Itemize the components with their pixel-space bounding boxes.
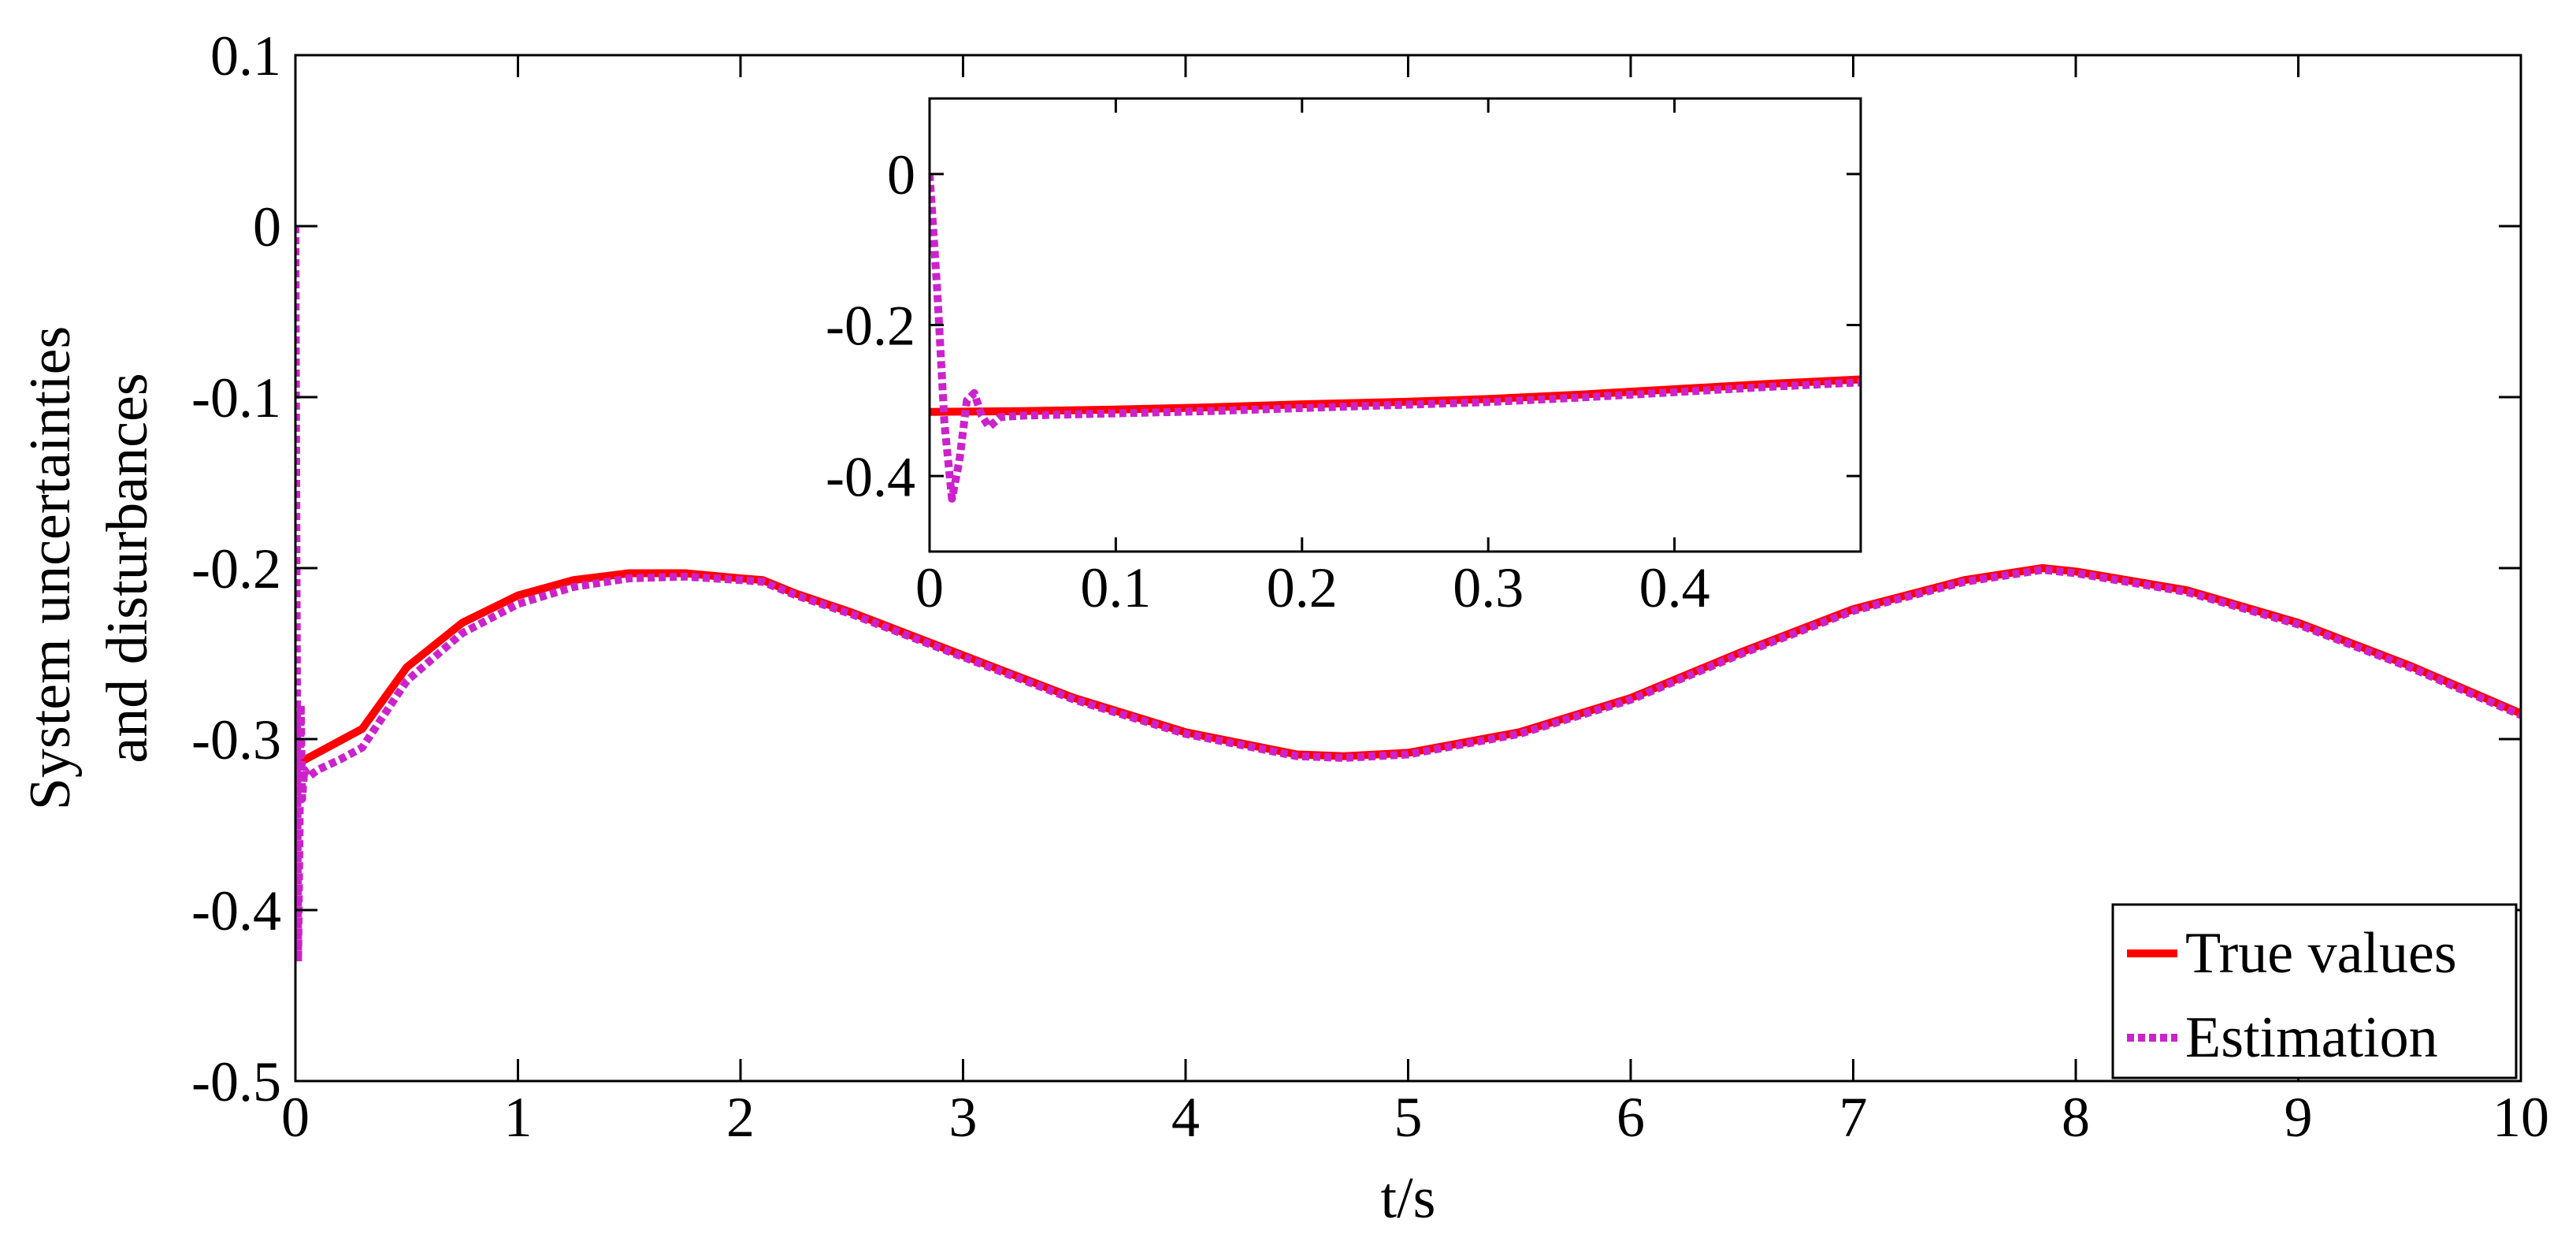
main-y-tick-label: -0.2: [191, 537, 281, 600]
main-x-tick-label: 6: [1616, 1086, 1645, 1149]
main-y-tick-label: -0.3: [191, 708, 281, 771]
inset-y-tick-label: -0.4: [826, 445, 915, 508]
inset-series-estimation-line: [930, 173, 1861, 503]
legend-box: [2111, 903, 2518, 1079]
main-x-tick-label: 8: [2062, 1086, 2090, 1149]
legend: True values Estimation: [2111, 903, 2518, 1079]
main-y-tick-label: -0.5: [191, 1050, 281, 1113]
main-y-tick-label: 0: [253, 195, 281, 258]
main-x-tick-label: 3: [949, 1086, 978, 1149]
main-x-tick-label: 10: [2492, 1086, 2549, 1149]
y-axis-title-line: and disturbances: [95, 373, 160, 763]
main-x-tick-label: 9: [2285, 1086, 2313, 1149]
x-axis-title: t/s: [1381, 1166, 1436, 1231]
inset-x-tick-label: 0.2: [1267, 556, 1338, 619]
main-y-tick-label: -0.1: [191, 366, 281, 429]
main-y-tick-label: 0.1: [210, 24, 281, 87]
inset-y-tick-label: -0.2: [826, 295, 915, 358]
main-x-tick-label: 0: [281, 1086, 310, 1149]
legend-label-estimation: Estimation: [2185, 1005, 2438, 1070]
inset-x-tick-label: 0.3: [1453, 556, 1524, 619]
inset-plot: 0 0.1 0.2 0.3 0.4 -0.4 -0.2 0: [826, 97, 1862, 619]
legend-label-true-values: True values: [2185, 921, 2457, 986]
main-x-tick-label: 2: [726, 1086, 755, 1149]
main-x-tick-label: 1: [504, 1086, 533, 1149]
main-series-estimation-line: [295, 225, 2521, 966]
main-y-tick-label: -0.4: [191, 879, 281, 942]
inset-x-tick-label: 0.1: [1080, 556, 1151, 619]
y-axis-title-line: System uncertainties: [18, 326, 83, 810]
main-x-tick-label: 5: [1394, 1086, 1423, 1149]
inset-plot-background: [930, 98, 1861, 552]
inset-x-tick-label: 0.4: [1639, 556, 1710, 619]
main-x-tick-label: 7: [1839, 1086, 1868, 1149]
inset-x-tick-label: 0: [915, 556, 944, 619]
inset-y-tick-label: 0: [887, 143, 915, 206]
y-axis-title: System uncertainties and disturbances: [18, 326, 160, 810]
main-x-tick-label: 4: [1171, 1086, 1200, 1149]
